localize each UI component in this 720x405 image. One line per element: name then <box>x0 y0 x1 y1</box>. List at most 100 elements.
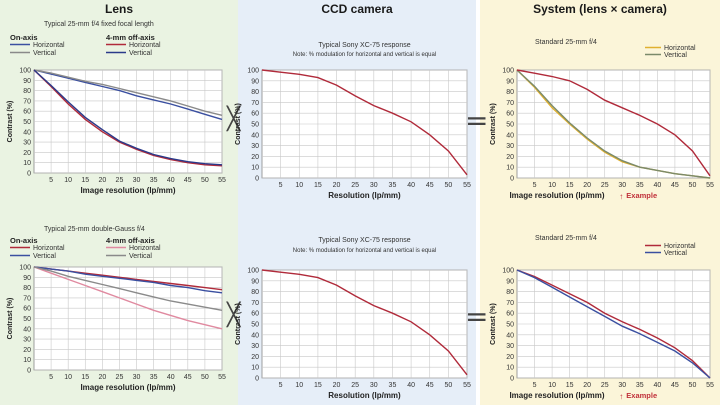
y-tick-label: 100 <box>247 68 259 75</box>
x-tick-label: 10 <box>295 382 303 389</box>
y-tick-label: 50 <box>251 122 259 129</box>
y-axis-label: Contrast (%) <box>235 103 242 145</box>
x-tick-label: 40 <box>407 382 415 389</box>
x-tick-label: 5 <box>49 177 53 184</box>
x-axis-label: Image resolution (lp/mm) <box>80 383 175 392</box>
ccd-column-title: CCD camera <box>321 2 393 16</box>
y-tick-label: 100 <box>502 268 514 275</box>
y-tick-label: 10 <box>251 165 259 172</box>
y-axis-label: Contrast (%) <box>490 303 497 345</box>
y-tick-label: 70 <box>506 300 514 307</box>
y-tick-label: 10 <box>506 165 514 172</box>
series-line <box>33 266 223 311</box>
x-tick-label: 20 <box>333 182 341 189</box>
legend-label: Vertical <box>664 52 687 59</box>
x-axis-label: Image resolution (lp/mm) <box>80 186 175 195</box>
y-tick-label: 90 <box>23 78 31 85</box>
x-axis-label: Image resolution (lp/mm) <box>509 391 604 400</box>
series-line <box>33 69 223 167</box>
x-axis-label: Resolution (lp/mm) <box>328 391 401 400</box>
series-line <box>261 269 468 376</box>
x-tick-label: 30 <box>133 177 141 184</box>
x-tick-label: 50 <box>689 382 697 389</box>
chart-ccd_2: 0 10 20 30 40 50 60 70 80 90 100 5 10 15 20 25 30 35 40 45 5… <box>235 237 471 400</box>
y-tick-label: 50 <box>506 322 514 329</box>
y-tick-label: 60 <box>23 306 31 313</box>
y-tick-label: 40 <box>251 132 259 139</box>
x-tick-label: 5 <box>279 182 283 189</box>
y-tick-label: 0 <box>27 171 31 178</box>
y-tick-label: 0 <box>255 376 259 383</box>
y-tick-label: 30 <box>506 143 514 150</box>
x-tick-label: 35 <box>636 182 644 189</box>
legend-label: Vertical <box>129 253 152 260</box>
chart-ccd_1: 0 10 20 30 40 50 60 70 80 90 100 5 10 15 20 25 30 35 40 45 5… <box>235 42 471 200</box>
x-tick-label: 55 <box>218 177 226 184</box>
y-tick-label: 20 <box>251 154 259 161</box>
y-tick-label: 0 <box>510 376 514 383</box>
y-tick-label: 50 <box>23 119 31 126</box>
example-arrow: ↑ <box>619 392 623 401</box>
chart-title: Typical 25-mm double-Gauss f/4 <box>44 226 145 233</box>
y-tick-label: 90 <box>506 278 514 285</box>
legend-group-offaxis: 4-mm off-axis <box>106 33 155 42</box>
series-line <box>33 69 223 166</box>
y-tick-label: 30 <box>23 140 31 147</box>
y-tick-label: 0 <box>510 176 514 183</box>
x-tick-label: 20 <box>98 177 106 184</box>
x-tick-label: 15 <box>81 374 89 381</box>
legend-group-onaxis: On-axis <box>10 236 38 245</box>
series-line <box>516 69 711 177</box>
series-line <box>33 69 223 116</box>
x-tick-label: 50 <box>444 182 452 189</box>
x-tick-label: 25 <box>116 374 124 381</box>
x-tick-label: 25 <box>351 382 359 389</box>
x-tick-label: 40 <box>653 182 661 189</box>
x-tick-label: 10 <box>548 182 556 189</box>
y-tick-label: 70 <box>23 295 31 302</box>
y-tick-label: 80 <box>23 88 31 95</box>
x-tick-label: 40 <box>407 182 415 189</box>
equals-operator-1: = <box>465 104 489 137</box>
series-line <box>516 269 711 379</box>
multiply-operator-1: ╳ <box>227 107 241 132</box>
x-tick-label: 10 <box>64 177 72 184</box>
legend-label: Vertical <box>33 50 56 57</box>
x-tick-label: 25 <box>116 177 124 184</box>
y-tick-label: 10 <box>23 357 31 364</box>
chart-subtitle: Note: % modulation for horizontal and ve… <box>293 248 436 254</box>
y-tick-label: 90 <box>23 275 31 282</box>
y-tick-label: 90 <box>251 278 259 285</box>
y-tick-label: 80 <box>251 89 259 96</box>
x-tick-label: 40 <box>653 382 661 389</box>
system-column-title: System (lens × camera) <box>533 2 667 16</box>
y-tick-label: 40 <box>23 129 31 136</box>
legend-label: Horizontal <box>664 243 696 250</box>
y-tick-label: 20 <box>506 354 514 361</box>
x-tick-label: 30 <box>618 382 626 389</box>
legend-group-offaxis: 4-mm off-axis <box>106 236 155 245</box>
x-tick-label: 30 <box>370 382 378 389</box>
y-tick-label: 100 <box>19 68 31 75</box>
legend-label: Vertical <box>664 250 687 257</box>
y-tick-label: 30 <box>506 343 514 350</box>
chart-lens_fixed_focal: 0 10 20 30 40 50 60 70 80 90 100 5 10 15 20 25 30 35 40 45 5… <box>7 21 226 195</box>
series-line <box>33 266 223 330</box>
x-tick-label: 45 <box>671 382 679 389</box>
y-tick-label: 100 <box>502 68 514 75</box>
chart-title: Typical 25-mm f/4 fixed focal length <box>44 21 154 28</box>
y-tick-label: 40 <box>506 332 514 339</box>
x-tick-label: 15 <box>314 182 322 189</box>
y-tick-label: 30 <box>251 143 259 150</box>
chart-system_1: 0 10 20 30 40 50 60 70 80 90 100 5 10 15 20 25 30 35 40 45 5… <box>490 39 714 201</box>
y-tick-label: 60 <box>506 311 514 318</box>
legend-label: Vertical <box>33 253 56 260</box>
y-tick-label: 90 <box>506 78 514 85</box>
y-tick-label: 10 <box>506 365 514 372</box>
x-tick-label: 55 <box>706 182 714 189</box>
y-tick-label: 70 <box>251 100 259 107</box>
legend-label: Vertical <box>129 50 152 57</box>
x-tick-label: 10 <box>295 182 303 189</box>
x-tick-label: 50 <box>201 177 209 184</box>
x-tick-label: 35 <box>636 382 644 389</box>
